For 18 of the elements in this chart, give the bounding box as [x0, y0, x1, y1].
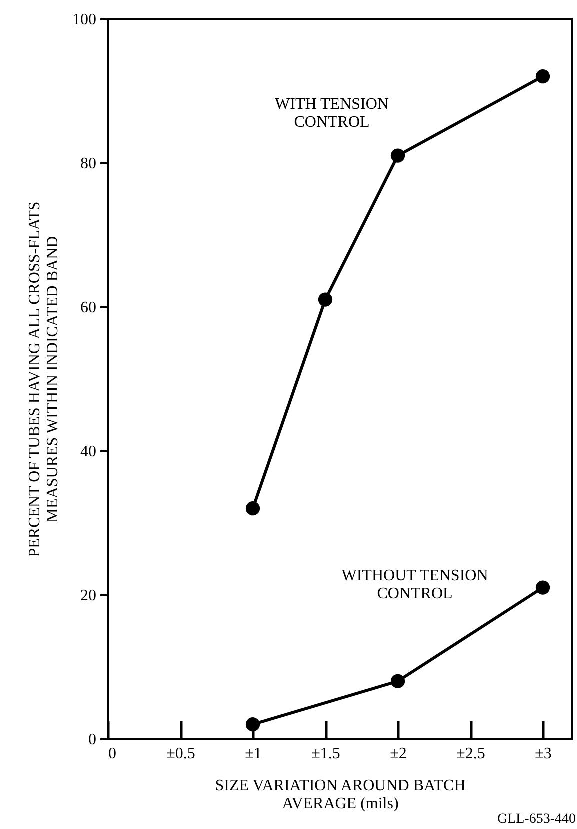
y-axis-title: PERCENT OF TUBES HAVING ALL CROSS-FLATS MEASURES WITHIN INDICATED BAND [26, 202, 62, 558]
series-label: WITHOUT TENSION CONTROL [342, 567, 489, 602]
y-tick-label: 80 [80, 156, 96, 172]
y-tick-label: 0 [88, 732, 96, 748]
x-tick-label: ±1.5 [312, 746, 340, 762]
x-tick-label: ±2.5 [456, 746, 486, 762]
x-tick-label: ±1 [245, 746, 262, 762]
x-tick-label: ±3 [535, 746, 552, 762]
x-tick-label: 0 [108, 746, 116, 762]
y-tick-label: 100 [72, 12, 96, 28]
y-tick-label: 60 [80, 300, 96, 316]
x-axis-title: SIZE VARIATION AROUND BATCH AVERAGE (mils) [215, 778, 466, 812]
text: GLL-653-440 [497, 812, 576, 827]
series-label: WITH TENSION CONTROL [275, 96, 390, 131]
x-tick-label: ±2 [390, 746, 407, 762]
y-tick-label: 40 [80, 444, 96, 460]
x-tick-label: ±0.5 [166, 746, 196, 762]
y-tick-label: 20 [80, 588, 96, 604]
